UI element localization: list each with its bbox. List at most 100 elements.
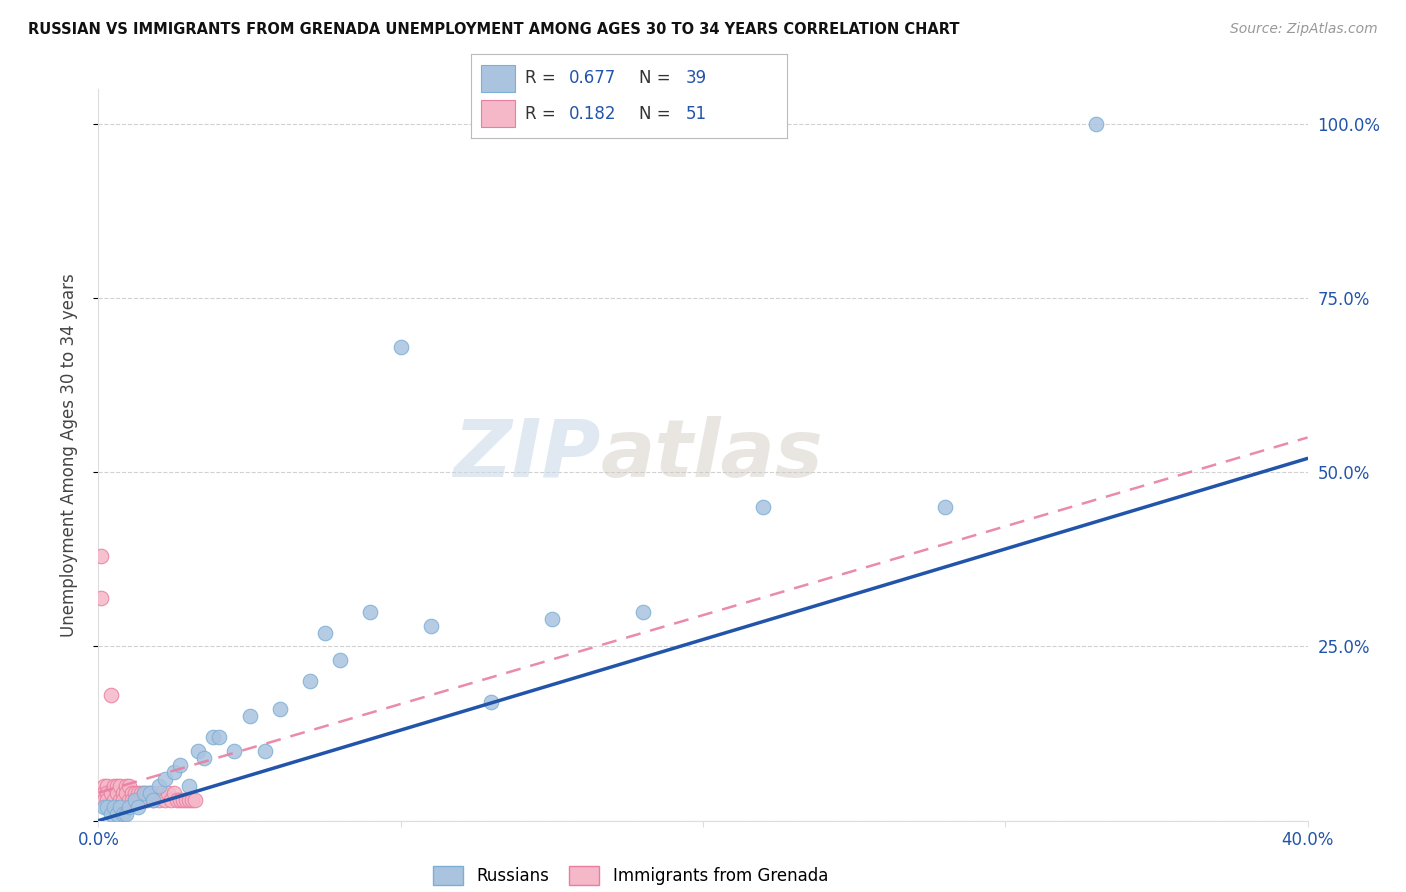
Point xyxy=(90,591,112,605)
Point xyxy=(631,605,654,619)
Point xyxy=(93,779,115,793)
Point xyxy=(135,793,157,807)
Point xyxy=(127,786,149,800)
Point xyxy=(93,799,115,814)
Point xyxy=(187,744,209,758)
Text: 0.677: 0.677 xyxy=(569,69,616,87)
Point xyxy=(111,806,134,821)
Point xyxy=(108,799,131,814)
Point xyxy=(169,758,191,772)
Point xyxy=(121,786,143,800)
Point xyxy=(124,793,146,807)
Point xyxy=(142,793,165,807)
Point xyxy=(139,786,162,800)
Point xyxy=(172,793,194,807)
Point xyxy=(124,786,146,800)
Point xyxy=(540,612,562,626)
Point xyxy=(253,744,276,758)
Bar xyxy=(481,100,516,128)
Point xyxy=(100,688,122,702)
Point xyxy=(127,793,149,807)
Point xyxy=(124,793,146,807)
Text: R =: R = xyxy=(524,69,561,87)
Point xyxy=(193,751,215,765)
Text: RUSSIAN VS IMMIGRANTS FROM GRENADA UNEMPLOYMENT AMONG AGES 30 TO 34 YEARS CORREL: RUSSIAN VS IMMIGRANTS FROM GRENADA UNEMP… xyxy=(28,22,960,37)
Point xyxy=(103,793,125,807)
Point xyxy=(111,793,134,807)
Point xyxy=(329,653,352,667)
Point xyxy=(752,500,775,515)
Point xyxy=(169,793,191,807)
Point xyxy=(314,625,336,640)
Point xyxy=(108,793,131,807)
Point xyxy=(111,786,134,800)
Point xyxy=(132,786,155,800)
Point xyxy=(153,793,176,807)
Point xyxy=(103,779,125,793)
Point xyxy=(121,793,143,807)
Point xyxy=(139,786,162,800)
Point xyxy=(179,779,201,793)
Point xyxy=(105,786,128,800)
Point xyxy=(145,786,167,800)
Point xyxy=(93,793,115,807)
Point xyxy=(481,695,503,709)
Point xyxy=(100,806,122,821)
Point xyxy=(96,786,118,800)
Point xyxy=(148,793,170,807)
Point xyxy=(156,786,179,800)
Point xyxy=(129,793,152,807)
Point xyxy=(96,799,118,814)
Point xyxy=(142,793,165,807)
Point xyxy=(93,786,115,800)
Point xyxy=(299,674,322,689)
Point xyxy=(96,793,118,807)
Point xyxy=(90,549,112,563)
Point xyxy=(420,618,443,632)
Text: N =: N = xyxy=(638,69,675,87)
Point xyxy=(179,793,201,807)
Point xyxy=(129,786,152,800)
Text: 0.182: 0.182 xyxy=(569,104,617,123)
Point xyxy=(108,779,131,793)
Point xyxy=(239,709,262,723)
Point xyxy=(96,779,118,793)
Point xyxy=(127,799,149,814)
Point xyxy=(181,793,204,807)
Text: ZIP: ZIP xyxy=(453,416,600,494)
Point xyxy=(148,779,170,793)
Point xyxy=(174,793,197,807)
Point xyxy=(100,786,122,800)
Point xyxy=(132,793,155,807)
Point xyxy=(114,786,136,800)
Y-axis label: Unemployment Among Ages 30 to 34 years: Unemployment Among Ages 30 to 34 years xyxy=(59,273,77,637)
Point xyxy=(132,786,155,800)
Point xyxy=(1085,117,1108,131)
Point xyxy=(114,779,136,793)
Point xyxy=(166,793,188,807)
Point xyxy=(202,730,225,744)
Point xyxy=(269,702,291,716)
Point xyxy=(118,793,141,807)
Text: atlas: atlas xyxy=(600,416,823,494)
Legend: Russians, Immigrants from Grenada: Russians, Immigrants from Grenada xyxy=(433,866,828,886)
Point xyxy=(934,500,956,515)
Point xyxy=(153,772,176,786)
Text: 51: 51 xyxy=(686,104,707,123)
Text: N =: N = xyxy=(638,104,675,123)
Point xyxy=(118,779,141,793)
Point xyxy=(90,786,112,800)
Point xyxy=(163,786,186,800)
Point xyxy=(105,806,128,821)
Point xyxy=(163,764,186,779)
Point xyxy=(184,793,207,807)
Text: Source: ZipAtlas.com: Source: ZipAtlas.com xyxy=(1230,22,1378,37)
Point xyxy=(105,779,128,793)
Point xyxy=(118,799,141,814)
Point xyxy=(114,806,136,821)
Point xyxy=(360,605,382,619)
Bar xyxy=(481,64,516,92)
Point xyxy=(135,786,157,800)
Point xyxy=(103,799,125,814)
Point xyxy=(208,730,231,744)
